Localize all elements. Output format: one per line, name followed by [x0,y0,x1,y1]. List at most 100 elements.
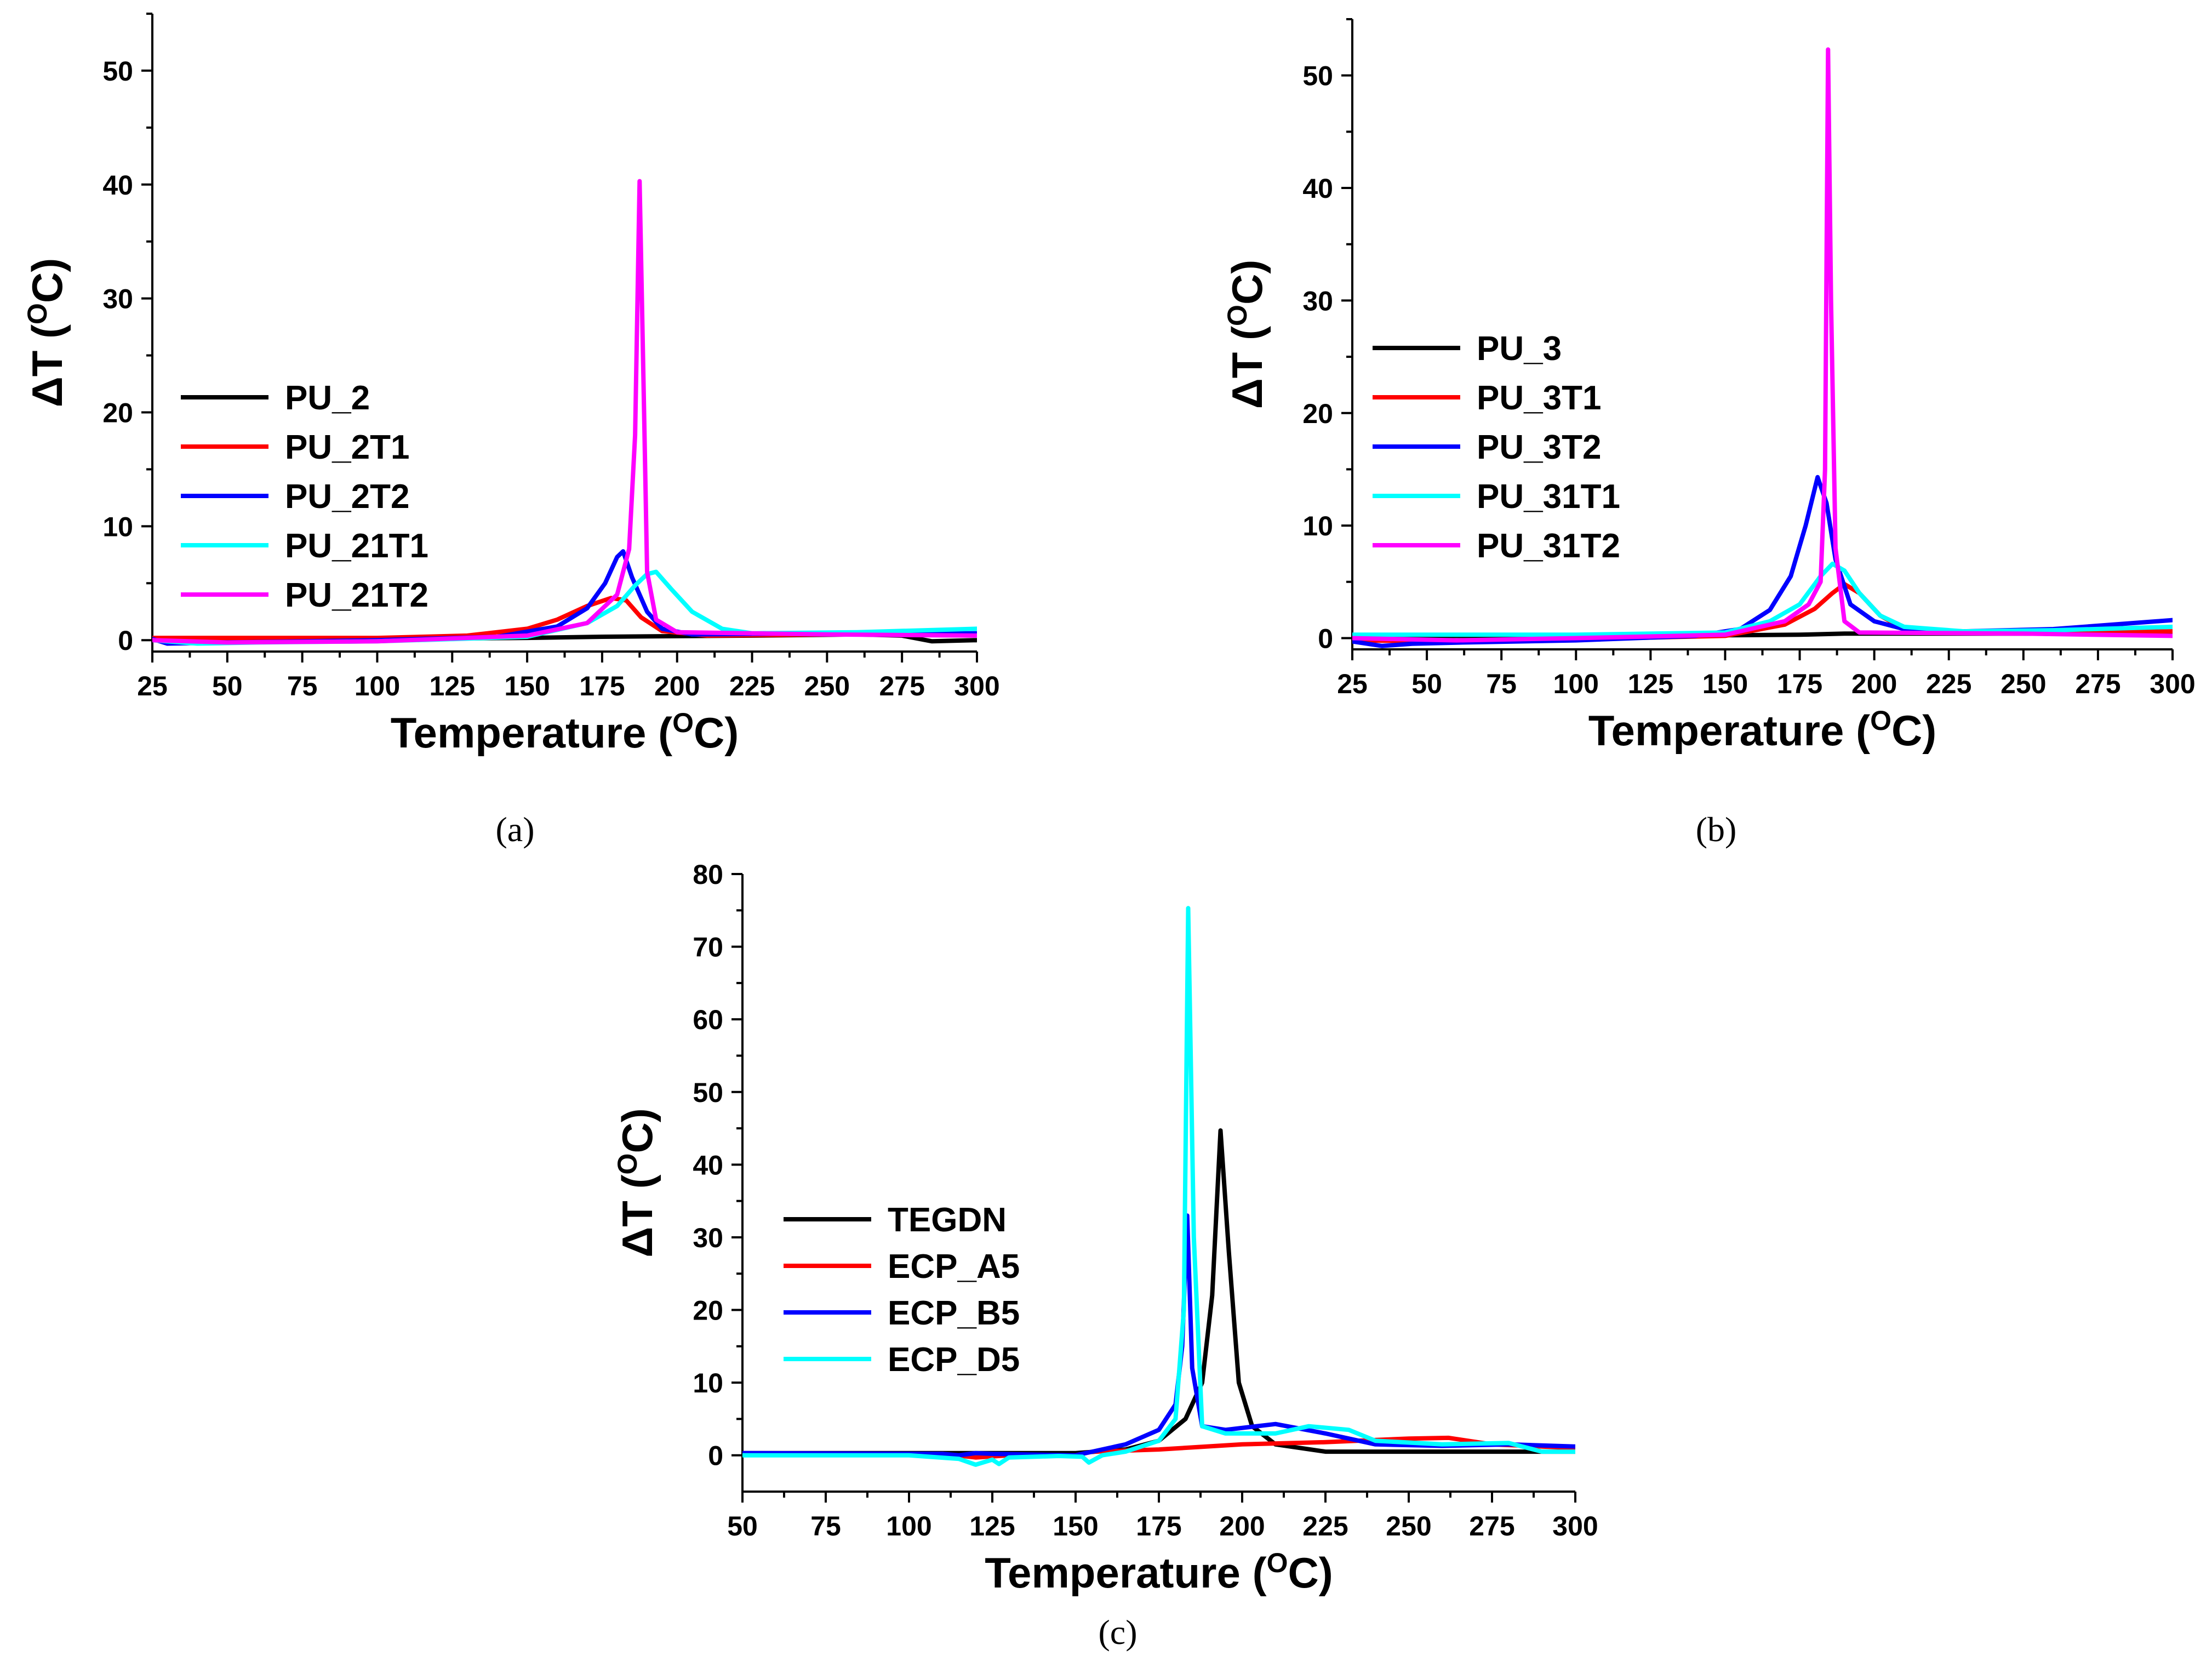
svg-text:ΔT (OC): ΔT (OC) [1222,260,1271,409]
series-line-pu_31t2 [1352,47,2173,643]
x-axis-title-unit: C) [694,709,739,757]
x-tick-label: 300 [2150,669,2195,699]
x-axis-title-superscript: O [1267,1547,1288,1578]
y-tick-label: 50 [102,56,133,87]
y-axis-title-text: ΔT ( [613,1174,661,1257]
series-group [1352,47,2173,648]
series-group [152,179,977,646]
series-line-pu_3t2 [1352,475,2173,648]
legend-label: PU_21T1 [285,527,428,565]
y-tick-label: 30 [1302,285,1333,316]
x-tick-label: 250 [1386,1511,1431,1541]
x-tick-label: 200 [1219,1511,1265,1541]
x-tick-label: 200 [654,671,700,701]
x-tick-label: 250 [804,671,850,701]
x-tick-label: 125 [969,1511,1015,1541]
x-tick-label: 250 [2000,669,2046,699]
chart-panel-a: 25 50 75 100 125 150 175 200 225 250 275 300 0 10 20 30… [22,13,1000,849]
y-tick-label: 70 [693,932,723,963]
legend: PU_3 PU_3T1 PU_3T2 PU_31T1 PU_31T2 [1373,330,1620,565]
x-tick-label: 100 [1553,669,1599,699]
x-tick-label: 150 [1053,1511,1098,1541]
legend: PU_2 PU_2T1 PU_2T2 PU_21T1 PU_21T2 [181,379,428,614]
x-tick-label: 175 [1777,669,1822,699]
x-tick-label: 150 [504,671,550,701]
x-tick-label: 100 [355,671,400,701]
svg-text:ΔT (OC): ΔT (OC) [22,258,71,408]
y-tick-label: 20 [693,1295,723,1326]
y-tick-label: 20 [102,398,133,429]
x-tick-label: 275 [879,671,924,701]
svg-text:Temperature (OC): Temperature (OC) [391,707,739,757]
legend-label: PU_31T2 [1477,527,1620,565]
x-tick-label: 225 [1926,669,1971,699]
svg-text:ΔT (OC): ΔT (OC) [612,1108,661,1258]
x-tick-label: 175 [1136,1511,1181,1541]
x-tick-label: 275 [1469,1511,1514,1541]
y-tick-label: 10 [693,1368,723,1398]
x-tick-label: 25 [1337,669,1368,699]
legend-label: PU_3 [1477,330,1562,368]
x-tick-label: 275 [2075,669,2120,699]
x-tick-label: 125 [1628,669,1673,699]
legend-label: ECP_D5 [888,1341,1020,1379]
series-line-ecp_d5 [742,906,1575,1467]
y-tick-label: 0 [1318,623,1333,654]
x-axis-title-text: Temperature ( [985,1549,1266,1597]
x-axis-title-superscript: O [1870,705,1891,736]
y-tick-label: 60 [693,1004,723,1035]
legend-label: PU_3T1 [1477,379,1601,417]
panel-caption: (c) [1098,1613,1137,1652]
y-tick-label: 10 [102,511,133,542]
y-tick-label: 0 [708,1441,723,1471]
legend-label: PU_31T1 [1477,478,1620,516]
y-axis-title-superscript: O [22,303,53,324]
y-axis-title-superscript: O [612,1154,643,1175]
y-tick-label: 20 [1302,398,1333,429]
y-axis-title-text: ΔT ( [1223,326,1271,409]
panel-caption: (a) [495,810,534,849]
legend-label: PU_2T2 [285,478,409,516]
y-tick-label: 80 [693,859,723,890]
y-axis-title-text: ΔT ( [23,324,71,407]
x-axis-title-text: Temperature ( [391,709,672,757]
y-tick-label: 40 [102,170,133,201]
y-axis-title-unit: C) [1223,260,1271,305]
x-tick-label: 300 [954,671,999,701]
x-axis-title-unit: C) [1288,1549,1333,1597]
legend-label: PU_3T2 [1477,429,1601,466]
x-axis-title-unit: C) [1891,706,1936,755]
series-line-ecp_b5 [742,1213,1575,1458]
legend-label: PU_21T2 [285,576,428,614]
chart-panel-b: 25 50 75 100 125 150 175 200 225 250 275 300 0 10 20 30… [1222,18,2196,849]
x-tick-label: 75 [1486,669,1517,699]
x-axis-title-text: Temperature ( [1588,706,1870,755]
y-tick-label: 0 [118,625,133,656]
series-group [742,906,1575,1467]
y-axis-title-unit: C) [23,258,71,303]
x-tick-label: 25 [137,671,168,701]
y-tick-label: 50 [693,1077,723,1108]
x-tick-label: 100 [886,1511,931,1541]
series-line-tegdn [742,1128,1575,1455]
x-tick-label: 150 [1702,669,1748,699]
x-tick-label: 50 [212,671,243,701]
x-tick-label: 125 [430,671,475,701]
svg-text:Temperature (OC): Temperature (OC) [1588,705,1937,755]
legend-label: ECP_B5 [888,1294,1020,1332]
y-tick-label: 30 [693,1223,723,1253]
legend-label: PU_2T1 [285,429,409,466]
series-line-pu_21t2 [152,179,977,645]
panel-caption: (b) [1696,810,1737,849]
y-tick-label: 40 [693,1150,723,1180]
chart-panel-c: 50 75 100 125 150 175 200 225 250 275 300 0 10 20 30 40… [612,859,1598,1652]
x-tick-label: 75 [810,1511,841,1541]
x-axis-title-superscript: O [672,707,694,738]
legend: TEGDN ECP_A5 ECP_B5 ECP_D5 [784,1201,1020,1379]
legend-label: TEGDN [888,1201,1007,1239]
y-tick-label: 10 [1302,511,1333,541]
x-tick-label: 200 [1851,669,1897,699]
y-tick-label: 30 [102,284,133,315]
y-tick-label: 50 [1302,61,1333,92]
